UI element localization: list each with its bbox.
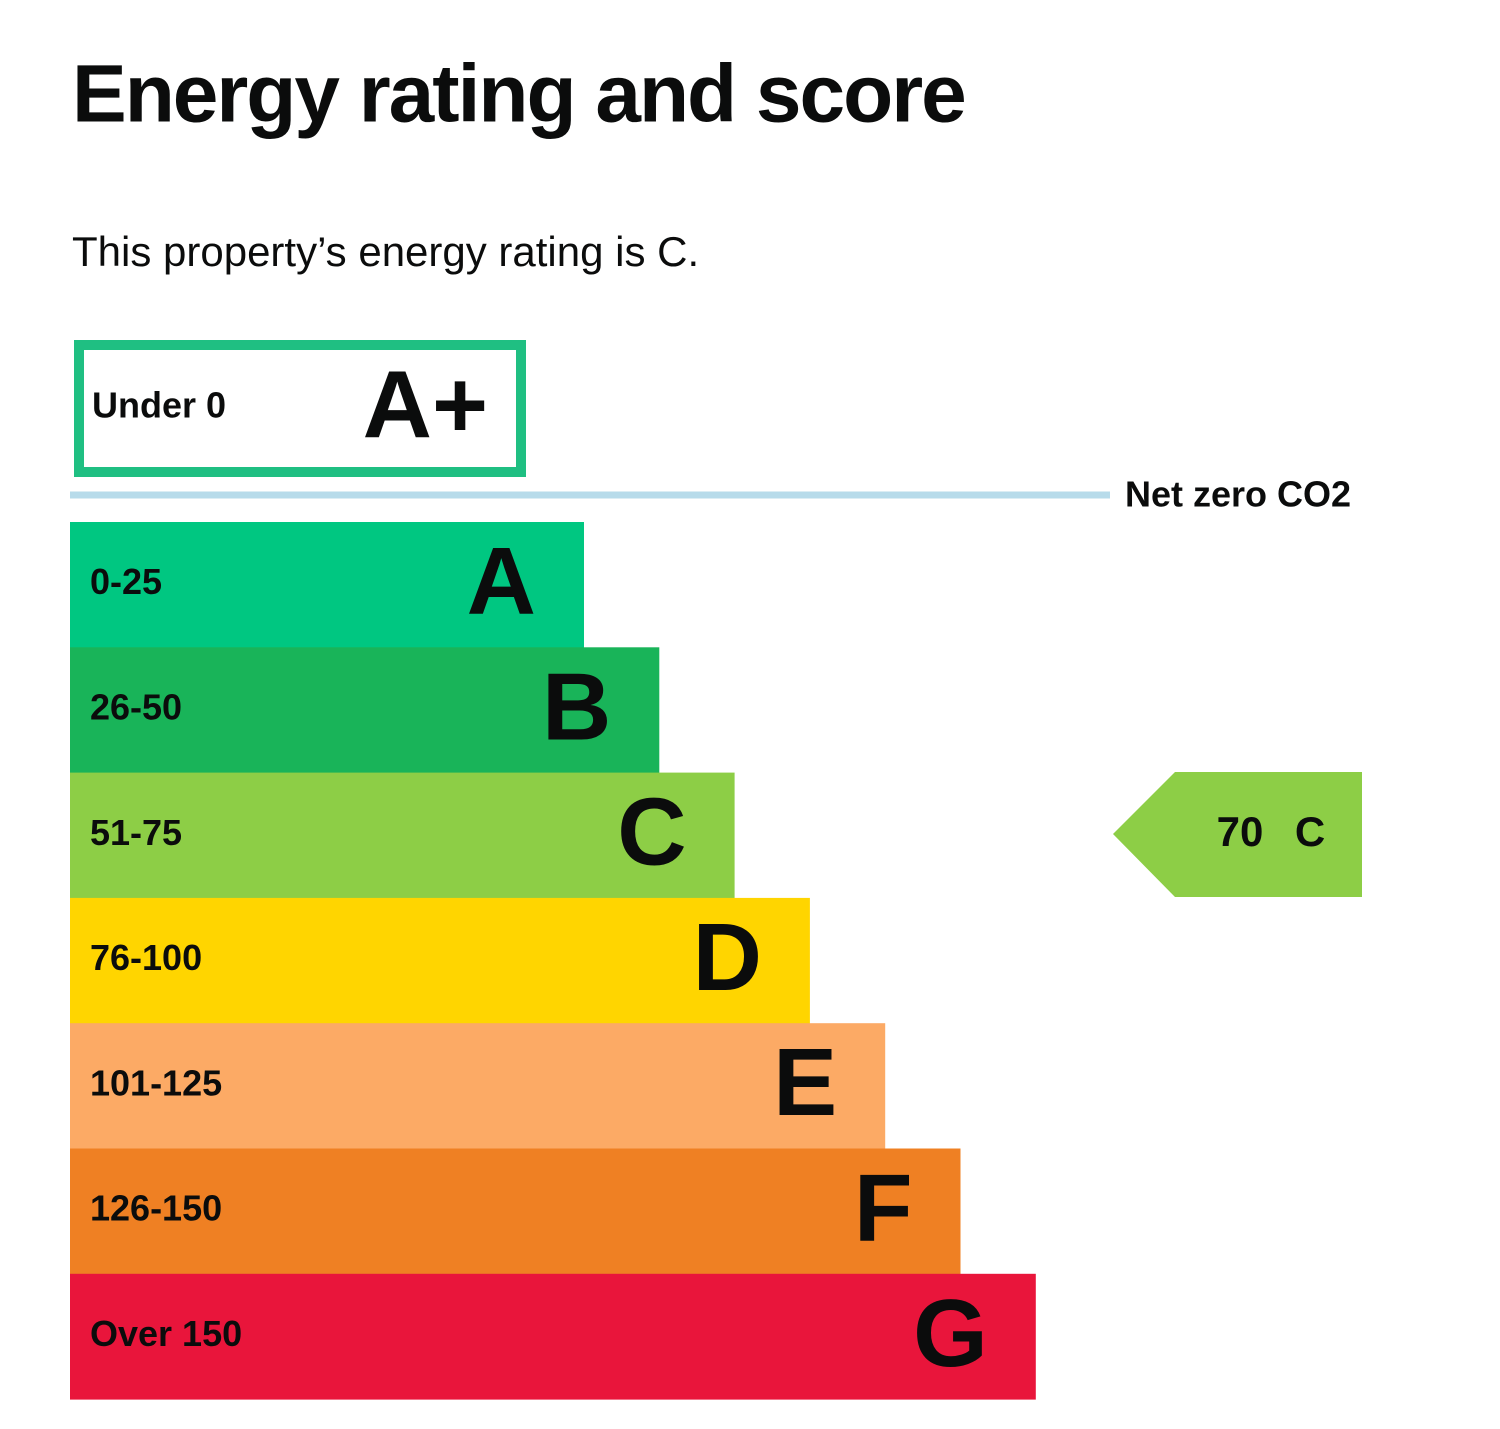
band-range: 26-50 <box>90 686 182 727</box>
title: Energy rating and score <box>72 49 965 140</box>
band-letter: D <box>693 904 762 1011</box>
band <box>70 897 810 1024</box>
band <box>70 522 584 648</box>
band-range: 101-125 <box>90 1062 222 1103</box>
current-rating-arrow <box>1113 772 1362 897</box>
band-letter: E <box>773 1029 837 1136</box>
net-zero-label: Net zero CO2 <box>1125 474 1351 515</box>
band <box>70 647 660 774</box>
band-letter: G <box>913 1280 988 1387</box>
band-letter: C <box>617 779 686 886</box>
band-letter: A <box>467 528 536 635</box>
band-range: 76-100 <box>90 937 202 978</box>
current-rating: C <box>1295 808 1325 855</box>
band <box>70 1148 961 1275</box>
band-letter: B <box>542 653 611 760</box>
bands: 0-25 A 26-50 B 51-75 C 76-100 D 101-125 E 126-150 F… <box>70 522 1036 1400</box>
band-range: 126-150 <box>90 1188 222 1229</box>
band <box>70 772 735 899</box>
band-range: Over 150 <box>90 1313 242 1354</box>
band <box>70 1023 886 1149</box>
summary: This property’s energy rating is C. <box>72 228 699 275</box>
top-band-range: Under 0 <box>92 385 226 426</box>
top-band-letter: A+ <box>363 351 488 458</box>
band <box>70 1273 1036 1400</box>
top-band-box <box>74 340 526 477</box>
band-range: 51-75 <box>90 812 182 853</box>
band-range: 0-25 <box>90 561 162 602</box>
band-letter: F <box>854 1155 913 1262</box>
current-score: 70 <box>1217 808 1264 855</box>
